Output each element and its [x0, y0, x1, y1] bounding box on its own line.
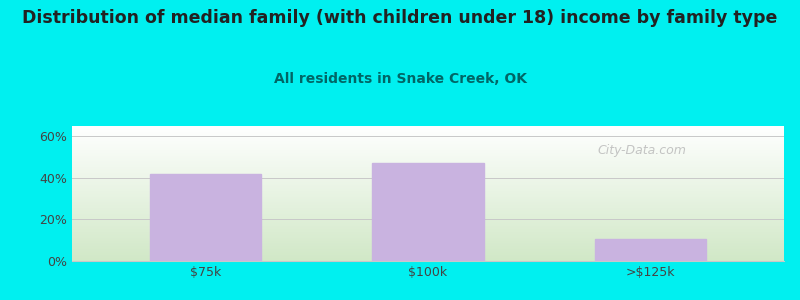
Text: All residents in Snake Creek, OK: All residents in Snake Creek, OK	[274, 72, 526, 86]
Bar	[150, 174, 261, 261]
Bar	[372, 164, 484, 261]
Text: Distribution of median family (with children under 18) income by family type: Distribution of median family (with chil…	[22, 9, 778, 27]
Bar	[595, 239, 706, 261]
Text: City-Data.com: City-Data.com	[597, 144, 686, 157]
